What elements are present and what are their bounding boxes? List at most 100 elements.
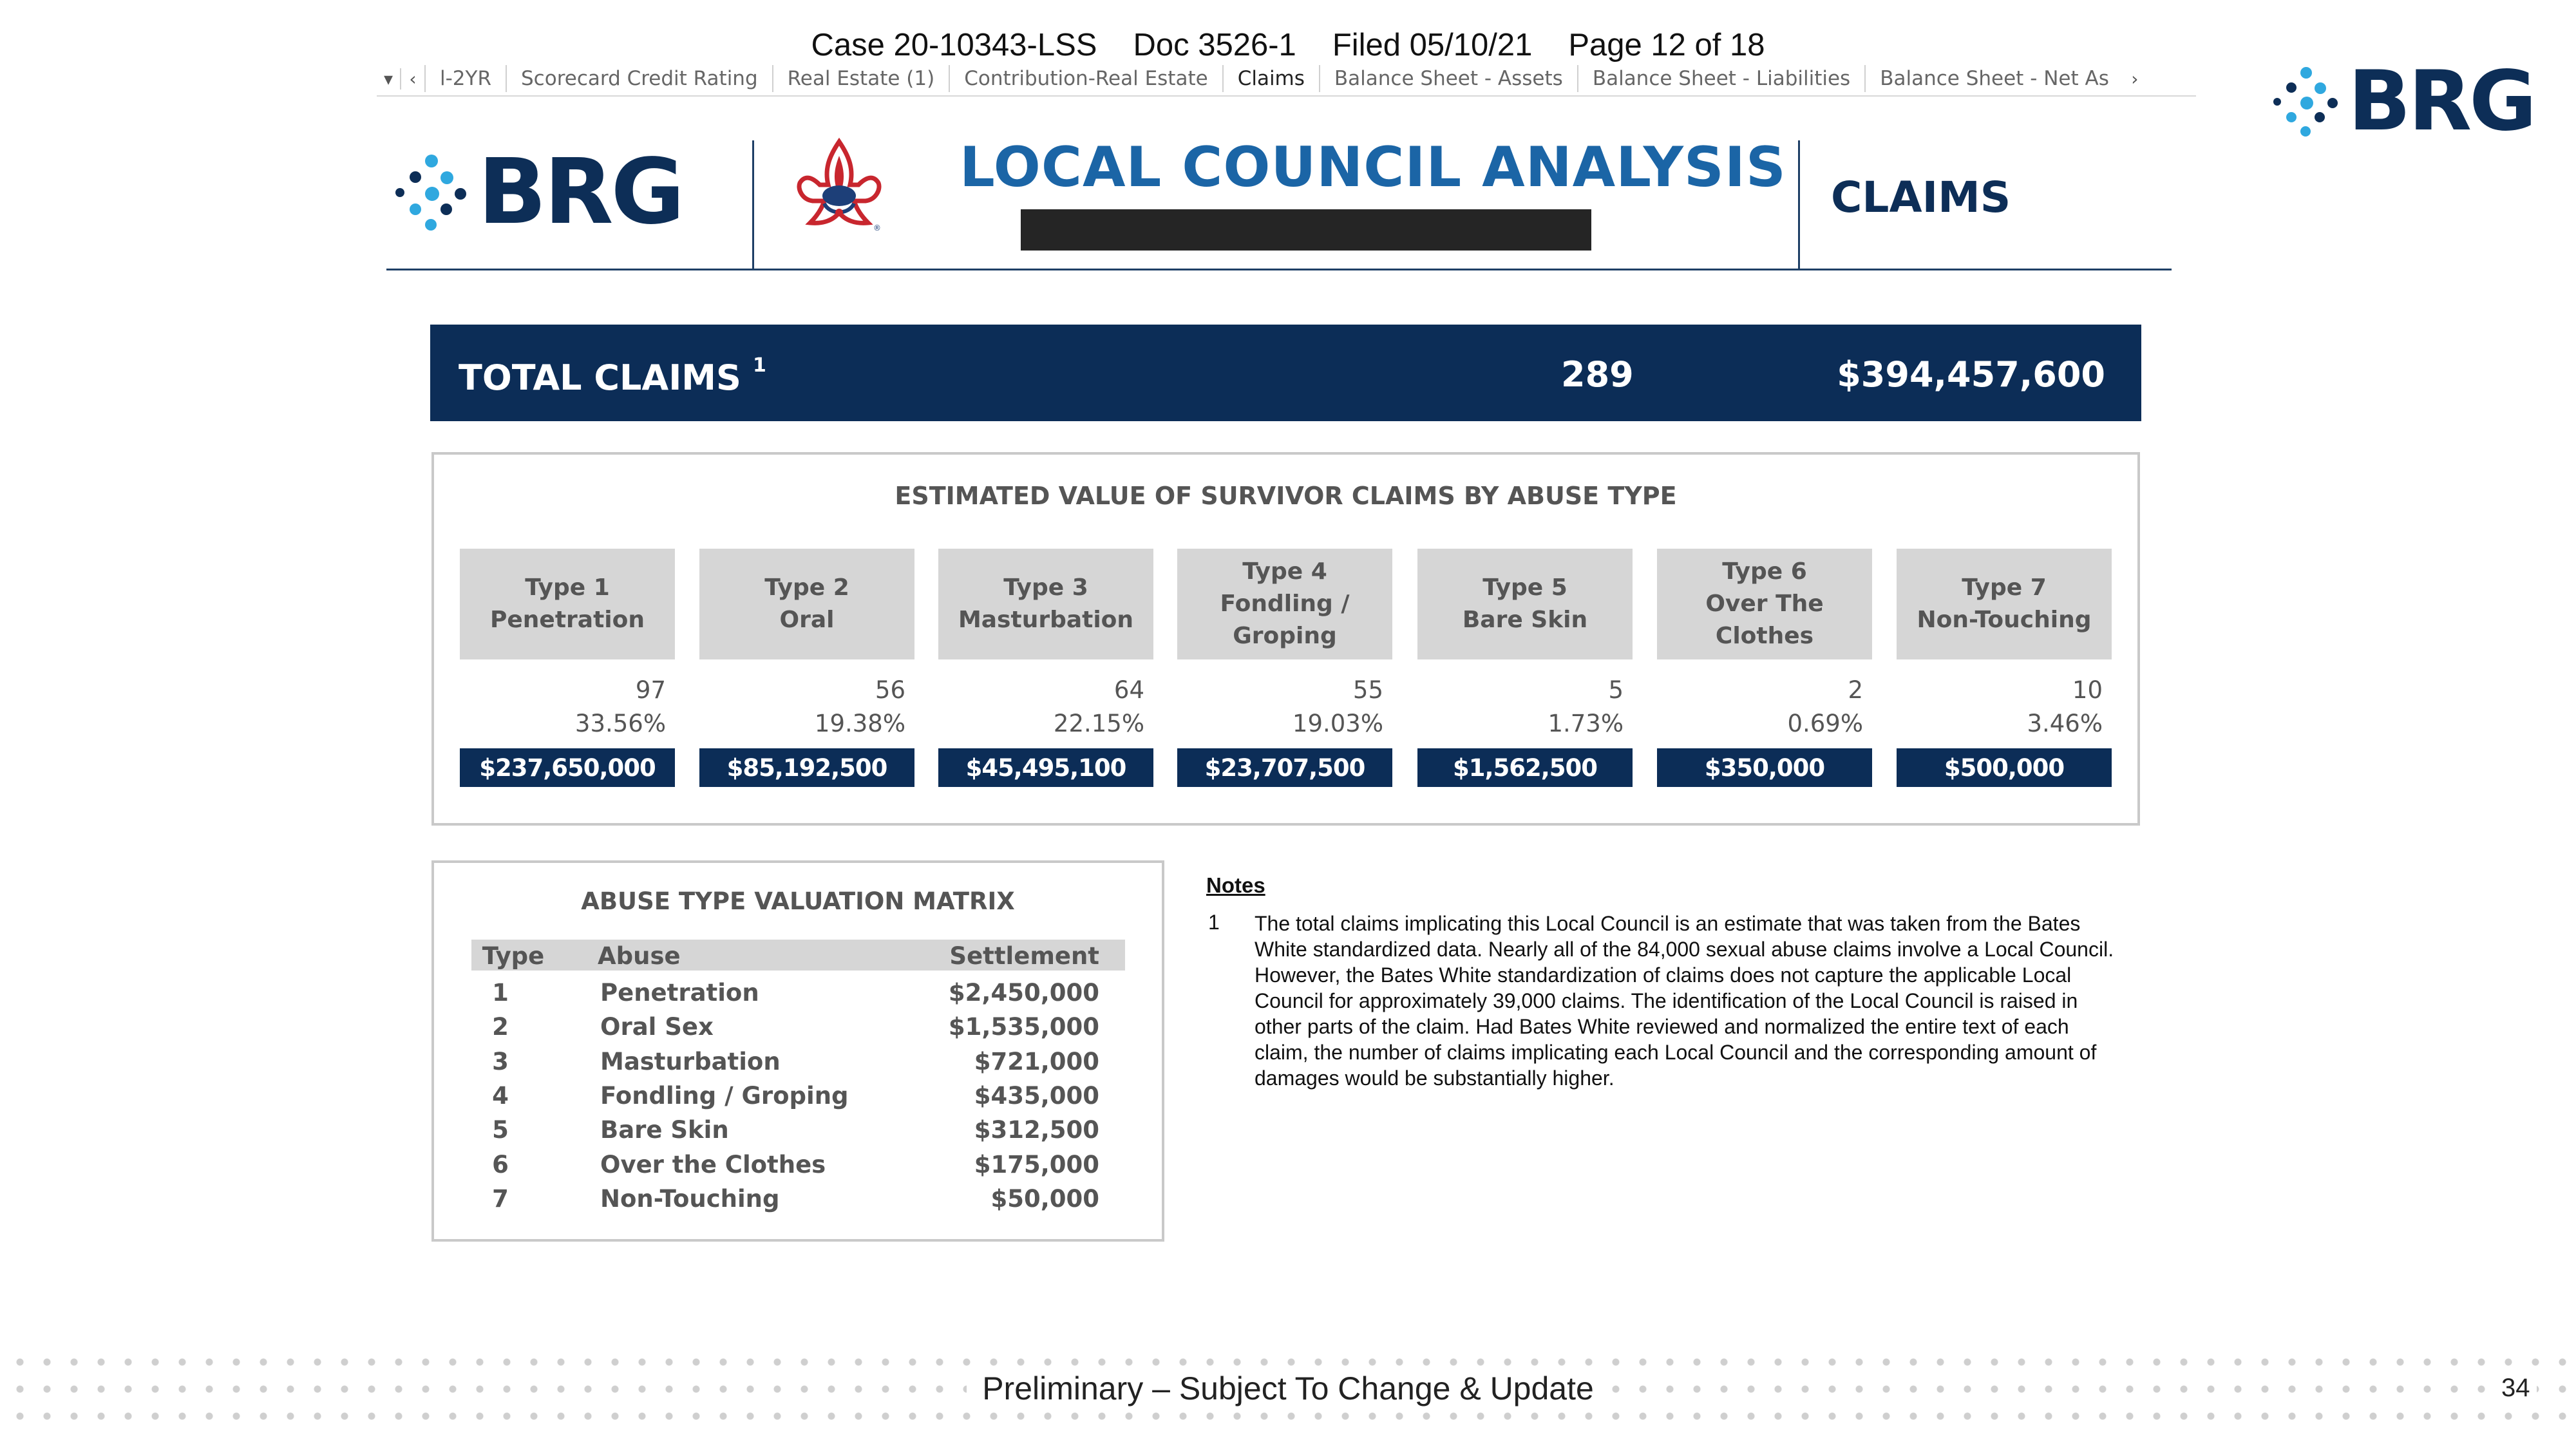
- abuse-type-header-line: Type 7: [1962, 574, 2047, 601]
- matrix-row: 2 Oral Sex $1,535,000: [471, 1013, 1125, 1047]
- note-number: 1: [1208, 911, 1220, 934]
- matrix-type: 3: [492, 1047, 509, 1075]
- abuse-type-column: Type 4 Fondling / Groping 55 19.03% $23,707,5…: [1177, 549, 1392, 787]
- doc-number: Doc 3526-1: [1133, 28, 1296, 62]
- tab-menu-icon[interactable]: ▾: [383, 68, 393, 90]
- total-claims-label: TOTAL CLAIMS 1: [459, 354, 766, 398]
- matrix-header-settlement: Settlement: [949, 942, 1099, 970]
- matrix-settlement: $1,535,000: [948, 1013, 1099, 1041]
- claim-count: 97: [635, 676, 666, 704]
- tab-scroll-left-icon[interactable]: ‹: [400, 68, 424, 90]
- tab-claims[interactable]: Claims: [1222, 65, 1319, 92]
- notes-heading: Notes: [1206, 873, 1265, 897]
- abuse-type-header-line: Masturbation: [958, 607, 1134, 633]
- estimated-value-title: ESTIMATED VALUE OF SURVIVOR CLAIMS BY AB…: [895, 482, 1677, 510]
- valuation-matrix-title: ABUSE TYPE VALUATION MATRIX: [581, 887, 1015, 915]
- abuse-type-header-line: Penetration: [489, 607, 645, 633]
- case-header: Case 20-10343-LSS Doc 3526-1 Filed 05/10/2…: [0, 27, 2576, 63]
- claim-value: $45,495,100: [938, 748, 1153, 787]
- abuse-type-header-line: Type 1: [525, 574, 610, 601]
- matrix-settlement: $2,450,000: [948, 979, 1099, 1007]
- matrix-row: 4 Fondling / Groping $435,000: [471, 1082, 1125, 1116]
- abuse-type-header: Type 2 Oral: [699, 549, 914, 659]
- matrix-abuse: Non-Touching: [600, 1184, 780, 1213]
- claim-count: 64: [1113, 676, 1144, 704]
- claim-percent: 33.56%: [574, 710, 666, 737]
- abuse-type-header: Type 4 Fondling / Groping: [1177, 549, 1392, 659]
- abuse-type-header-line: Type 3: [1003, 574, 1088, 601]
- claim-count: 56: [875, 676, 905, 704]
- tab-balance-sheet-liabilities[interactable]: Balance Sheet - Liabilities: [1577, 65, 1864, 92]
- scout-emblem-icon: ®: [791, 137, 887, 246]
- footer-disclaimer-text: Preliminary – Subject To Change & Update: [967, 1370, 1609, 1406]
- brg-logo-corner: BRG: [2272, 53, 2537, 149]
- claim-percent: 19.38%: [814, 710, 905, 737]
- matrix-settlement: $175,000: [974, 1150, 1099, 1179]
- abuse-type-column: Type 5 Bare Skin 5 1.73% $1,562,500: [1417, 549, 1633, 787]
- claim-percent: 1.73%: [1548, 710, 1624, 737]
- claim-count: 5: [1608, 676, 1624, 704]
- abuse-type-header-line: Type 6: [1722, 558, 1807, 585]
- footer-disclaimer: Preliminary – Subject To Change & Update: [0, 1370, 2576, 1407]
- tab-scorecard-credit-rating[interactable]: Scorecard Credit Rating: [506, 65, 772, 92]
- abuse-type-header-line: Groping: [1233, 623, 1337, 649]
- valuation-matrix-panel: [431, 860, 1164, 1242]
- header-divider-right: [1798, 140, 1800, 269]
- case-number: Case 20-10343-LSS: [811, 28, 1097, 62]
- matrix-settlement: $435,000: [974, 1081, 1099, 1110]
- abuse-type-header-line: Bare Skin: [1462, 607, 1588, 633]
- tab-real-estate[interactable]: Real Estate (1): [772, 65, 949, 92]
- abuse-type-column: Type 1 Penetration 97 33.56% $237,650,000: [460, 549, 675, 787]
- abuse-type-header-line: Type 2: [764, 574, 849, 601]
- claim-percent: 3.46%: [2027, 710, 2103, 737]
- abuse-type-header-line: Clothes: [1715, 623, 1814, 649]
- svg-text:®: ®: [873, 223, 881, 232]
- abuse-type-column: Type 6 Over The Clothes 2 0.69% $350,000: [1657, 549, 1872, 787]
- page-of: Page 12 of 18: [1568, 28, 1765, 62]
- abuse-type-header: Type 6 Over The Clothes: [1657, 549, 1872, 659]
- matrix-row: 1 Penetration $2,450,000: [471, 979, 1125, 1013]
- tab-scroll-right-icon[interactable]: ›: [2131, 68, 2139, 90]
- matrix-type: 7: [492, 1184, 509, 1213]
- tab-balance-sheet-assets[interactable]: Balance Sheet - Assets: [1318, 65, 1577, 92]
- abuse-type-header-line: Non-Touching: [1917, 607, 2092, 633]
- claim-value: $1,562,500: [1417, 748, 1633, 787]
- header-rule: [386, 269, 2172, 270]
- section-title: CLAIMS: [1831, 173, 2011, 222]
- tab-contribution-real-estate[interactable]: Contribution-Real Estate: [949, 65, 1222, 92]
- tab-balance-sheet-net-assets[interactable]: Balance Sheet - Net As: [1864, 65, 2123, 92]
- abuse-type-header-line: Oral: [779, 607, 835, 633]
- abuse-type-column: Type 3 Masturbation 64 22.15% $45,495,100: [938, 549, 1153, 787]
- abuse-type-header-line: Fondling /: [1220, 591, 1350, 617]
- abuse-type-header: Type 1 Penetration: [460, 549, 675, 659]
- page-number: 34: [2495, 1374, 2537, 1403]
- abuse-type-header: Type 3 Masturbation: [938, 549, 1153, 659]
- total-claims-label-text: TOTAL CLAIMS: [459, 357, 741, 398]
- matrix-type: 4: [492, 1081, 509, 1110]
- matrix-row: 3 Masturbation $721,000: [471, 1048, 1125, 1082]
- matrix-abuse: Masturbation: [600, 1047, 781, 1075]
- claim-percent: 19.03%: [1292, 710, 1383, 737]
- abuse-type-header-line: Type 5: [1482, 574, 1567, 601]
- sheet-tab-bar: ▾ ‹ l-2YR Scorecard Credit Rating Real E…: [377, 62, 2196, 97]
- claim-value: $500,000: [1897, 748, 2112, 787]
- claim-count: 10: [2072, 676, 2103, 704]
- brg-logo-text: BRG: [478, 139, 685, 245]
- claim-value: $23,707,500: [1177, 748, 1392, 787]
- matrix-header-type: Type: [482, 942, 545, 970]
- tab-l-2yr[interactable]: l-2YR: [424, 65, 506, 92]
- claim-value: $237,650,000: [460, 748, 675, 787]
- matrix-type: 5: [492, 1116, 509, 1144]
- matrix-type: 1: [492, 979, 509, 1007]
- brg-dots-icon: [2272, 66, 2343, 137]
- matrix-settlement: $721,000: [974, 1047, 1099, 1075]
- header-divider: [752, 140, 754, 269]
- matrix-type: 6: [492, 1150, 509, 1179]
- matrix-row: 7 Non-Touching $50,000: [471, 1185, 1125, 1219]
- matrix-header-row: Type Abuse Settlement: [471, 940, 1125, 971]
- claim-percent: 22.15%: [1053, 710, 1144, 737]
- claim-value: $85,192,500: [699, 748, 914, 787]
- claim-count: 2: [1848, 676, 1863, 704]
- estimated-value-panel: [431, 452, 2140, 826]
- abuse-type-column: Type 7 Non-Touching 10 3.46% $500,000: [1897, 549, 2112, 787]
